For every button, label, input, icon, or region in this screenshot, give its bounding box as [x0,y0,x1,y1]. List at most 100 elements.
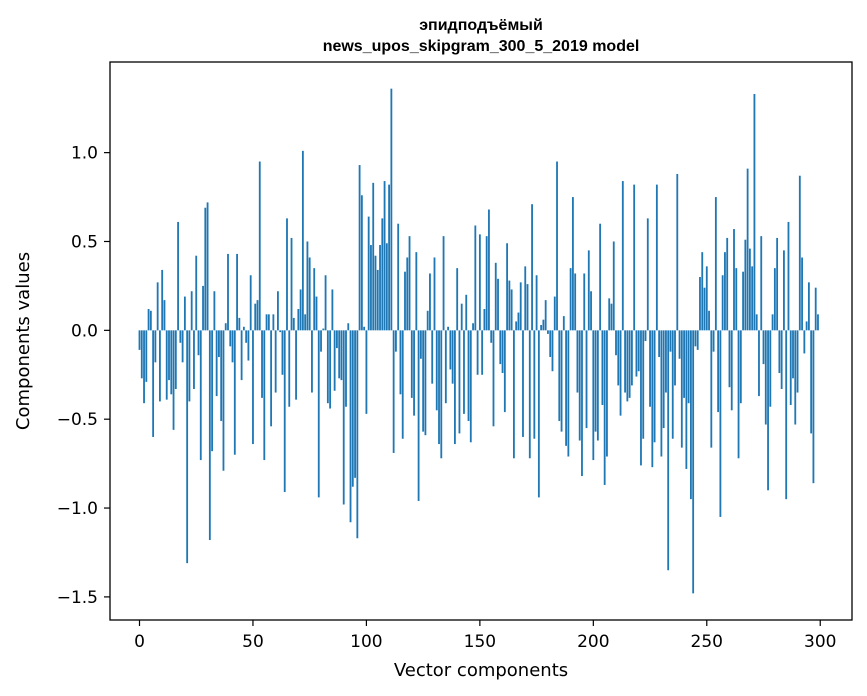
bar [594,330,597,432]
bar [263,330,266,461]
bar [635,330,638,377]
bar [288,330,291,407]
bar [390,88,393,331]
bar [204,207,207,331]
bar [633,184,636,331]
bar [792,330,794,379]
bar [755,314,758,331]
bar [399,330,402,395]
bar [780,330,783,389]
bar [320,330,322,352]
bar [388,184,391,331]
bar [551,330,554,372]
bar [547,330,549,334]
bar [739,330,742,404]
bar [467,330,470,421]
bar [220,330,223,421]
bar [242,326,245,331]
bar [503,330,506,413]
bar [665,330,667,393]
bar [565,330,567,446]
bar [456,268,459,331]
bar [356,330,359,539]
bar [794,330,797,425]
bar [760,236,763,331]
bar [685,330,688,469]
bar [311,330,313,393]
bar [817,314,819,331]
bar [465,294,468,331]
bar [615,330,617,356]
y-axis: 1.0 0.5 0.0 −0.5 −1.0 −1.5 [57,144,110,608]
bar [624,330,626,393]
bar [413,330,415,416]
bar [354,330,356,478]
bar [508,280,511,331]
bar [544,300,547,331]
bar [569,268,572,331]
bar [803,330,806,354]
plot-frame [109,61,853,621]
bar [381,218,384,331]
bar [533,330,536,439]
bar [481,330,484,375]
bar [363,326,366,331]
bar [512,330,515,459]
bar [249,275,252,331]
bar [619,330,622,416]
bar [195,255,198,331]
bar [283,330,286,493]
bar [165,330,168,400]
bar [558,330,561,421]
bar [301,150,304,331]
bar [376,269,379,331]
bar [401,330,404,439]
bar [714,197,717,331]
bar [805,321,808,331]
bar [299,289,302,331]
x-tick-label: 250 [691,632,723,652]
bar [433,257,436,331]
x-tick-label: 300 [804,632,836,652]
bar [726,237,729,331]
bar [617,330,620,386]
bar [571,197,574,331]
bar [161,269,164,331]
bar [385,243,388,331]
bar [181,330,184,363]
bar [270,330,273,427]
bar [469,330,472,443]
bar [417,330,420,501]
bar [218,330,220,357]
bar [653,330,656,443]
bar [395,330,397,352]
bar [370,245,372,331]
bar [286,218,288,331]
bar [472,323,474,331]
bar [789,330,792,405]
bar [592,330,595,461]
bar [458,330,461,434]
bar [628,330,631,398]
bar [567,330,570,457]
bar [751,266,754,331]
x-tick-label: 50 [242,632,264,652]
bar [149,310,152,331]
y-tick-label: 1.0 [71,144,98,164]
bar [535,275,538,331]
bar [349,330,352,523]
bar [814,287,817,331]
y-tick-label: −1.5 [57,588,98,608]
bar [240,330,243,381]
bar [578,330,581,441]
bar [322,328,325,331]
bar [338,330,341,379]
bar [440,330,443,459]
bar [621,181,624,331]
bar [796,330,799,393]
bar [202,285,204,331]
bar [147,309,150,331]
bar [485,236,488,331]
bar [701,252,704,331]
